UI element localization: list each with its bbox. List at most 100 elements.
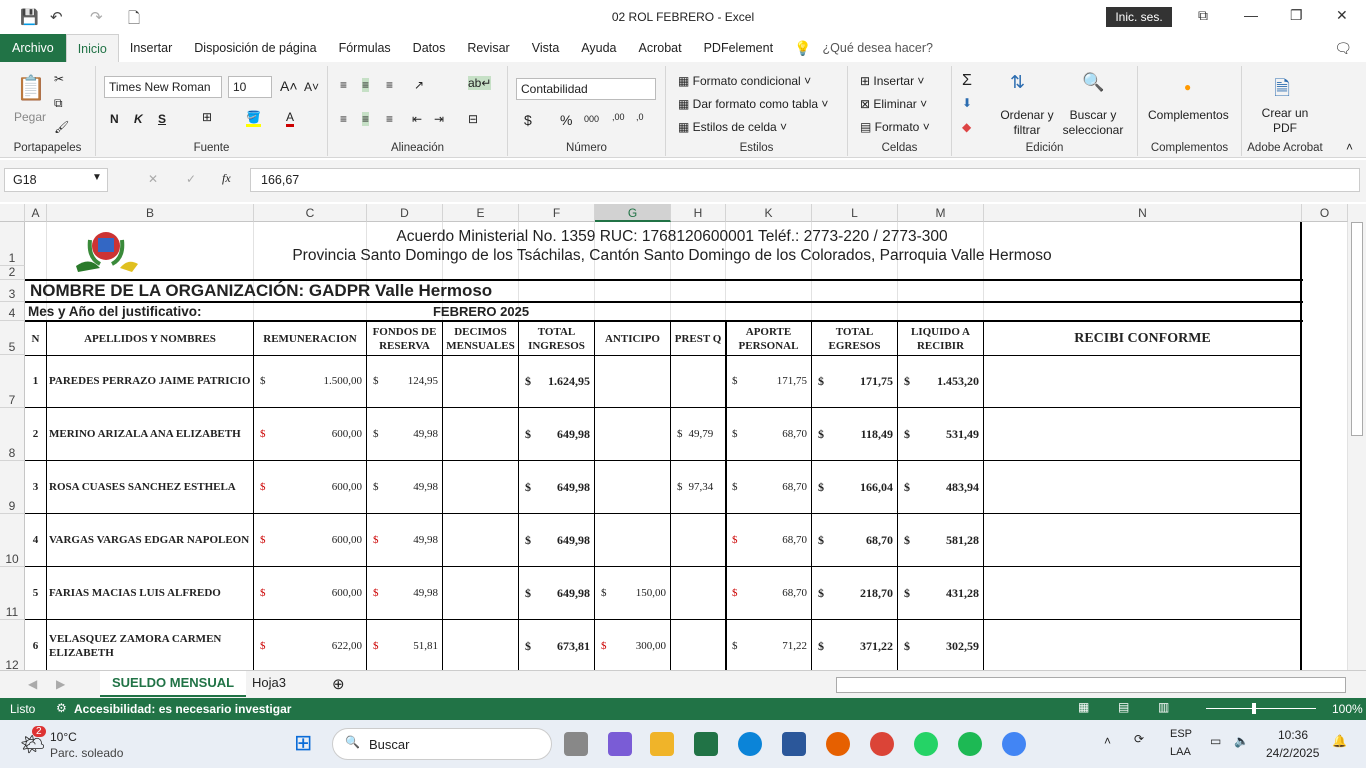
tab-datos[interactable]: Datos [412,41,446,55]
cell-liquido[interactable]: $302,59 [898,620,984,670]
collapse-ribbon-icon[interactable]: ˄ [1346,140,1354,154]
borders-icon[interactable]: ⊞ [202,110,213,124]
name-box[interactable]: G18 [4,168,108,192]
font-color-icon[interactable]: A [286,110,295,127]
network-sync-icon[interactable]: ⟳ [1134,732,1145,746]
close-button[interactable]: ✕ [1336,7,1348,23]
align-center-icon[interactable]: ≡ [362,112,370,126]
signature-cell[interactable] [984,461,1302,514]
cell-decimos[interactable] [443,514,519,567]
minimize-button[interactable]: — [1244,7,1258,23]
row-header[interactable]: 11 [0,567,25,620]
cell-ingresos[interactable]: $649,98 [519,567,595,620]
autosum-icon[interactable]: Σ [962,72,972,89]
thousands-icon[interactable]: 000 [584,114,600,124]
cell-aporte[interactable]: $171,75 [726,355,812,408]
addins-icon[interactable]: ● [1184,80,1192,94]
row-header[interactable]: 1 [0,222,25,266]
accessibility-status[interactable]: Accesibilidad: es necesario investigar [74,702,292,716]
cell-egresos[interactable]: $68,70 [812,514,898,567]
cell-ingresos[interactable]: $649,98 [519,461,595,514]
cell-ingresos[interactable]: $649,98 [519,408,595,461]
cell-decimos[interactable] [443,567,519,620]
chrome-icon[interactable] [870,732,894,756]
cell-egresos[interactable]: $371,22 [812,620,898,670]
decrease-indent-icon[interactable]: ⇤ [412,112,423,126]
row-header[interactable]: 5 [0,321,25,355]
currency-icon[interactable]: $ [524,112,532,128]
cell-liquido[interactable]: $581,28 [898,514,984,567]
sort-filter-icon[interactable]: ⇅ [1010,72,1026,92]
cell-prest[interactable] [671,620,726,670]
cell-rem[interactable]: $622,00 [254,620,367,670]
spotify-icon[interactable] [958,732,982,756]
paste-button[interactable]: Pegar [14,110,47,124]
cell-liquido[interactable]: $531,49 [898,408,984,461]
copilot-icon[interactable] [608,732,632,756]
show-hidden-icons[interactable]: ˄ [1104,734,1112,748]
cell-decimos[interactable] [443,408,519,461]
column-header-f[interactable]: F [519,204,595,222]
cell-aporte[interactable]: $68,70 [726,514,812,567]
sign-in-button[interactable]: Inic. ses. [1106,7,1172,27]
name-box-dropdown-icon[interactable]: ▼ [92,172,102,183]
cell-rem[interactable]: $600,00 [254,567,367,620]
column-header-n[interactable]: N [984,204,1302,222]
edge-icon[interactable] [738,732,762,756]
conditional-format-button[interactable]: ▦ Formato condicional ˅ [678,74,812,88]
cell-prest[interactable] [671,514,726,567]
task-view-icon[interactable] [564,732,588,756]
align-right-icon[interactable]: ≡ [386,112,394,126]
zoom-slider[interactable] [1206,708,1316,709]
cell-anticipo[interactable] [595,514,671,567]
column-header-m[interactable]: M [898,204,984,222]
format-cells-button[interactable]: ▤ Formato ˅ [860,120,930,134]
percent-icon[interactable]: % [560,112,573,128]
column-header-b[interactable]: B [47,204,254,222]
taskbar-search[interactable]: 🔍 Buscar [332,728,552,760]
vertical-scroll-thumb[interactable] [1351,222,1363,436]
font-name-select[interactable]: Times New Roman [104,76,222,98]
font-size-select[interactable]: 10 [228,76,272,98]
maximize-button[interactable]: ❐ [1290,7,1303,23]
find-select-button[interactable]: Buscar y seleccionar [1062,108,1124,137]
volume-icon[interactable]: 🔈 [1234,734,1249,748]
cell-rem[interactable]: $600,00 [254,408,367,461]
signature-cell[interactable] [984,514,1302,567]
formula-input[interactable]: 166,67 [250,168,1360,192]
decrease-decimal-icon[interactable]: ,0 [636,112,644,122]
row-header[interactable]: 10 [0,514,25,567]
cell-styles-button[interactable]: ▦ Estilos de celda ˅ [678,120,788,134]
shrink-font-icon[interactable]: A˅ [304,80,320,94]
cell-liquido[interactable]: $483,94 [898,461,984,514]
row-header[interactable]: 9 [0,461,25,514]
clock-time[interactable]: 10:36 [1278,728,1309,742]
cell-egresos[interactable]: $171,75 [812,355,898,408]
add-sheet-icon[interactable]: ⊕ [332,676,345,693]
signature-cell[interactable] [984,620,1302,670]
column-header-g[interactable]: G [595,204,671,222]
language-code[interactable]: ESP [1170,728,1193,740]
tell-me-search[interactable]: ¿Qué desea hacer? [822,41,934,55]
tab-insertar[interactable]: Insertar [129,41,173,55]
tab-vista[interactable]: Vista [531,41,560,55]
fill-icon[interactable]: ⬇ [962,96,973,110]
cell-liquido[interactable]: $1.453,20 [898,355,984,408]
format-as-table-button[interactable]: ▦ Dar formato como tabla ˅ [678,97,829,111]
clock-date[interactable]: 24/2/2025 [1266,746,1320,760]
increase-indent-icon[interactable]: ⇥ [434,112,445,126]
column-header-e[interactable]: E [443,204,519,222]
weather-icon[interactable]: 🌤 [20,734,46,756]
cell-ingresos[interactable]: $673,81 [519,620,595,670]
word-icon[interactable] [782,732,806,756]
orientation-icon[interactable]: ↗ [414,78,425,92]
sort-filter-button[interactable]: Ordenar y filtrar [1000,108,1054,137]
zoom-slider-thumb[interactable] [1252,703,1256,714]
cell-prest[interactable]: $49,79 [671,408,726,461]
fill-color-icon[interactable]: 🪣 [246,110,261,127]
tab-formulas[interactable]: Fórmulas [338,41,391,55]
cell-anticipo[interactable]: $300,00 [595,620,671,670]
create-pdf-icon[interactable]: 🗎 [1274,78,1291,100]
row-header[interactable]: 2 [0,265,25,280]
clear-icon[interactable]: ◆ [962,120,972,134]
